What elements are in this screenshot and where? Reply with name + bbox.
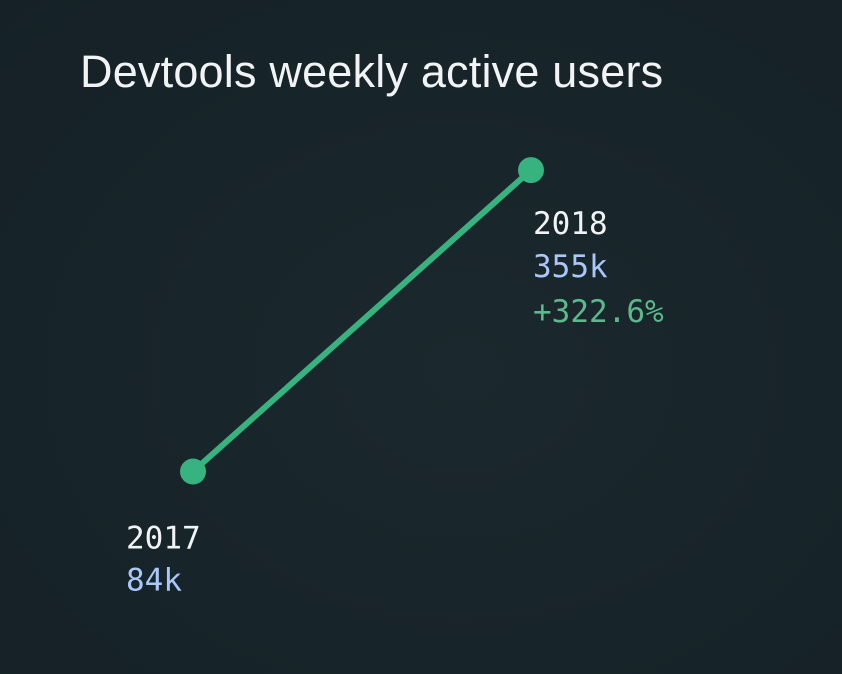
- series-line: [190, 167, 534, 475]
- x-label-2018: 2018: [533, 206, 608, 242]
- data-point-2018: [518, 157, 544, 184]
- data-label-2018: 355k: [533, 249, 608, 285]
- change-label-2018: +322.6%: [533, 294, 664, 330]
- x-label-2017: 2017: [126, 521, 201, 557]
- data-label-2017: 84k: [126, 563, 182, 599]
- data-point-2017: [180, 458, 206, 485]
- chart-title: Devtools weekly active users: [80, 46, 664, 97]
